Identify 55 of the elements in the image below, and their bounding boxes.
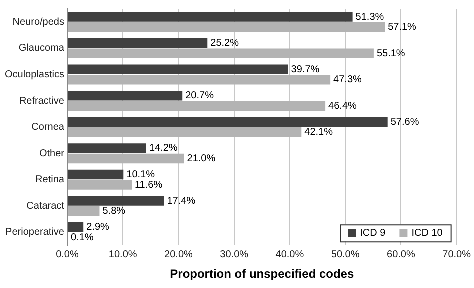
bar: [68, 38, 208, 48]
x-tick-label: 10.0%: [108, 249, 138, 260]
bar: [68, 74, 331, 85]
legend-label: ICD 9: [360, 228, 386, 239]
bar: [68, 48, 374, 58]
data-label: 39.7%: [291, 64, 320, 76]
bar: [68, 22, 386, 32]
y-tick-label: Retina: [36, 174, 65, 186]
y-tick-label: Cornea: [32, 122, 65, 134]
bar: [68, 12, 353, 22]
x-tick-label: 30.0%: [220, 249, 249, 260]
legend-label: ICD 10: [412, 228, 444, 239]
bar: [68, 180, 132, 190]
data-label: 21.0%: [187, 153, 216, 164]
bar: [68, 170, 124, 180]
data-label: 42.1%: [304, 127, 334, 138]
data-label: 47.3%: [334, 74, 362, 86]
bar: [68, 196, 164, 206]
data-label: 57.6%: [390, 116, 420, 128]
data-label: 2.9%: [86, 222, 110, 234]
data-label: 57.1%: [388, 22, 417, 34]
data-label: 55.1%: [376, 48, 406, 60]
data-label: 51.3%: [356, 12, 384, 23]
x-tick-label: 50.0%: [331, 249, 360, 260]
data-label: 11.6%: [134, 180, 163, 191]
data-label: 0.1%: [71, 232, 94, 244]
bar: [68, 206, 100, 216]
data-label: 20.7%: [186, 90, 214, 102]
x-tick-label: 40.0%: [276, 249, 304, 260]
bar: [68, 128, 302, 138]
x-tick-label: 60.0%: [387, 249, 416, 260]
y-tick-label: Neuro/peds: [12, 16, 64, 28]
bar: [68, 64, 288, 74]
y-tick-label: Perioperative: [6, 227, 65, 238]
data-label: 17.4%: [167, 196, 196, 207]
bar: [68, 222, 84, 232]
data-label: 10.1%: [126, 170, 156, 180]
y-tick-label: Oculoplastics: [5, 69, 64, 80]
bar: [68, 117, 388, 128]
x-tick-label: 20.0%: [164, 249, 193, 260]
bar: [68, 154, 184, 164]
x-tick-label: 0.0%: [56, 249, 79, 260]
y-tick-label: Refractive: [19, 96, 65, 107]
x-tick-label: 70.0%: [442, 249, 472, 260]
data-label: 25.2%: [210, 38, 240, 50]
data-label: 46.4%: [328, 100, 358, 112]
y-tick-label: Other: [39, 148, 66, 160]
data-label: 14.2%: [149, 143, 178, 154]
x-axis-title: Proportion of unspecified codes: [170, 267, 354, 282]
bar: [68, 91, 183, 101]
bar: [68, 144, 146, 154]
data-label: 5.8%: [102, 206, 126, 218]
y-tick-label: Glaucoma: [18, 43, 65, 54]
bar: [68, 101, 326, 112]
y-tick-label: Cataract: [26, 200, 65, 212]
